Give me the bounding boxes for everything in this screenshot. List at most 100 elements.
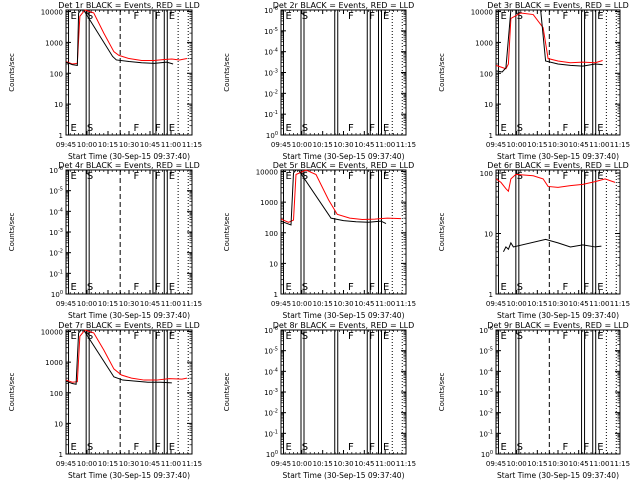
y-tick-label: 100 — [480, 170, 493, 178]
y-tick-label: 1 — [59, 451, 63, 459]
y-tick-label: 10-2 — [479, 409, 493, 418]
y-axis-label: Counts/sec — [438, 373, 446, 412]
x-tick-label: 09:45 — [486, 141, 506, 149]
event-marker-label: F — [155, 11, 161, 22]
x-tick-label: 09:45 — [271, 460, 291, 468]
event-marker-label: F — [134, 442, 140, 453]
y-tick-label: 100 — [50, 70, 63, 78]
x-tick-label: 11:15 — [610, 300, 630, 308]
event-marker-label: E — [597, 171, 603, 182]
y-tick-label: 10 — [54, 420, 63, 428]
event-marker-label: E — [286, 331, 292, 342]
event-marker-label: F — [584, 171, 590, 182]
plot-frame — [495, 169, 621, 295]
event-marker-label: F — [155, 123, 161, 134]
event-marker-label: S — [87, 442, 93, 453]
x-tick-label: 09:45 — [56, 300, 76, 308]
event-marker-label: E — [71, 282, 77, 293]
chart-panel-5: Det 5r BLACK = Events, RED = LLD Counts/s… — [223, 161, 416, 320]
y-axis-label: Counts/sec — [8, 213, 16, 252]
event-marker-label: F — [155, 171, 161, 182]
event-marker-label: S — [87, 282, 93, 293]
y-tick-label: 10 — [484, 231, 493, 239]
y-tick-label: 10000 — [41, 329, 63, 337]
event-marker-label: E — [169, 282, 175, 293]
x-axis-label: Start Time (30-Sep-15 09:37:40) — [497, 471, 619, 480]
series-line — [495, 173, 616, 193]
event-marker-label: F — [584, 123, 590, 134]
series-line — [495, 12, 603, 70]
event-marker-label: S — [517, 331, 523, 342]
y-tick-label: 10 — [484, 101, 493, 109]
y-tick-label: 10-2 — [264, 409, 278, 418]
event-marker-label: F — [562, 123, 568, 134]
event-marker-label: E — [500, 331, 506, 342]
x-tick-label: 10:45 — [569, 460, 589, 468]
plot-frame — [280, 9, 407, 136]
event-marker-label: F — [348, 11, 354, 22]
y-tick-label: 1 — [489, 132, 493, 140]
event-marker-label: E — [169, 171, 175, 182]
y-tick-label: 10-1 — [264, 429, 278, 438]
x-tick-label: 11:15 — [610, 141, 630, 149]
y-axis-label: Counts/sec — [8, 53, 16, 92]
chart-panel-9: Det 9r BLACK = Events, RED = LLD Counts/s… — [438, 321, 630, 480]
x-tick-label: 11:00 — [161, 460, 181, 468]
y-tick-label: 10-2 — [49, 249, 63, 258]
y-tick-label: 10000 — [471, 9, 493, 17]
x-tick-label: 11:00 — [161, 300, 181, 308]
x-tick-label: 09:45 — [486, 460, 506, 468]
event-marker-label: F — [369, 171, 375, 182]
series-line — [65, 329, 188, 383]
y-tick-label: 100 — [266, 450, 278, 459]
event-marker-label: E — [71, 442, 77, 453]
event-marker-label: E — [286, 442, 292, 453]
event-marker-label: E — [383, 171, 389, 182]
x-tick-label: 11:00 — [375, 141, 395, 149]
event-marker-label: E — [383, 123, 389, 134]
plot-frame — [65, 169, 193, 295]
y-tick-label: 10-1 — [264, 110, 278, 119]
event-marker-label: F — [584, 282, 590, 293]
y-tick-label: 10-5 — [49, 187, 63, 196]
x-tick-label: 10:30 — [548, 141, 568, 149]
event-marker-label: E — [383, 11, 389, 22]
x-tick-label: 10:15 — [527, 300, 547, 308]
plot-frame — [280, 169, 407, 295]
event-marker-label: E — [286, 123, 292, 134]
x-tick-label: 09:45 — [271, 300, 291, 308]
chart-title: Det 7r BLACK = Events, RED = LLD — [58, 321, 200, 330]
y-tick-label: 10000 — [41, 9, 63, 17]
event-marker-label: E — [500, 442, 506, 453]
event-marker-label: F — [155, 282, 161, 293]
event-marker-label: F — [348, 123, 354, 134]
x-tick-label: 10:15 — [527, 460, 547, 468]
event-marker-label: F — [348, 171, 354, 182]
y-tick-label: 10-4 — [479, 367, 493, 376]
x-tick-label: 11:15 — [182, 460, 202, 468]
chart-title: Det 1r BLACK = Events, RED = LLD — [58, 1, 200, 10]
x-tick-label: 10:30 — [119, 460, 139, 468]
event-marker-label: E — [169, 331, 175, 342]
chart-panel-7: Det 7r BLACK = Events, RED = LLD Counts/s… — [8, 321, 202, 480]
y-tick-label: 100 — [51, 290, 63, 299]
x-tick-label: 10:00 — [292, 300, 312, 308]
y-tick-label: 10-3 — [49, 228, 63, 237]
event-marker-label: S — [302, 123, 308, 134]
event-marker-label: E — [71, 331, 77, 342]
x-tick-label: 11:15 — [396, 300, 416, 308]
x-axis-label: Start Time (30-Sep-15 09:37:40) — [283, 471, 405, 480]
event-marker-label: E — [597, 11, 603, 22]
x-tick-label: 09:45 — [271, 141, 291, 149]
plot-frame — [495, 329, 621, 455]
x-tick-label: 11:15 — [182, 141, 202, 149]
x-tick-label: 10:00 — [77, 300, 97, 308]
y-tick-label: 10-3 — [264, 388, 278, 397]
x-tick-label: 10:30 — [333, 300, 353, 308]
event-marker-label: E — [597, 442, 603, 453]
event-marker-label: S — [302, 11, 308, 22]
event-marker-label: F — [369, 123, 375, 134]
y-tick-label: 100 — [265, 230, 278, 238]
event-marker-label: S — [302, 171, 308, 182]
y-tick-label: 10-3 — [479, 388, 493, 397]
